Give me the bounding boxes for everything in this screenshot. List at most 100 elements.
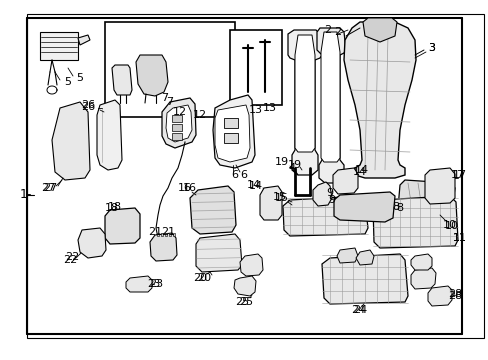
Polygon shape — [165, 105, 192, 142]
Bar — [229, 30, 282, 105]
Polygon shape — [362, 18, 396, 42]
Polygon shape — [372, 196, 457, 248]
Text: 13: 13 — [263, 103, 276, 113]
Text: 28: 28 — [447, 289, 461, 299]
Text: 24: 24 — [350, 305, 365, 315]
Polygon shape — [196, 234, 242, 272]
Polygon shape — [52, 102, 90, 180]
Text: 15: 15 — [272, 192, 286, 202]
Text: 15: 15 — [274, 193, 288, 203]
Polygon shape — [213, 95, 254, 168]
Polygon shape — [260, 186, 282, 220]
Text: 7: 7 — [166, 97, 173, 107]
Text: 28: 28 — [447, 291, 461, 301]
Text: 13: 13 — [248, 105, 263, 115]
Polygon shape — [150, 233, 177, 261]
Text: 16: 16 — [183, 183, 197, 193]
Polygon shape — [215, 105, 249, 162]
Text: 14: 14 — [246, 180, 261, 190]
Polygon shape — [162, 98, 196, 148]
Polygon shape — [126, 276, 152, 292]
Polygon shape — [283, 196, 367, 236]
Bar — [105, 22, 235, 117]
Polygon shape — [332, 168, 357, 194]
Text: 24: 24 — [352, 305, 366, 315]
Text: 11: 11 — [452, 233, 466, 243]
Polygon shape — [397, 180, 454, 218]
Text: 25: 25 — [239, 297, 253, 307]
Text: 20: 20 — [197, 273, 211, 283]
Text: 25: 25 — [234, 297, 248, 307]
Polygon shape — [97, 100, 122, 170]
Bar — [224, 133, 238, 143]
Polygon shape — [424, 168, 454, 204]
Text: 8: 8 — [392, 202, 399, 212]
Text: 6: 6 — [231, 170, 238, 180]
Polygon shape — [333, 192, 394, 222]
Text: 23: 23 — [147, 279, 160, 289]
Polygon shape — [240, 254, 263, 276]
Bar — [161, 233, 163, 236]
Polygon shape — [78, 228, 106, 258]
Text: 19: 19 — [287, 160, 302, 170]
Text: 12: 12 — [173, 107, 187, 117]
Polygon shape — [410, 268, 435, 289]
Text: 5: 5 — [64, 77, 71, 87]
Text: 2: 2 — [334, 27, 341, 37]
Text: 12: 12 — [193, 110, 206, 120]
Text: 16: 16 — [178, 183, 192, 193]
Polygon shape — [343, 22, 415, 178]
Text: 27: 27 — [43, 183, 57, 193]
Text: 18: 18 — [105, 203, 119, 213]
Bar — [224, 118, 238, 128]
Text: 4: 4 — [288, 163, 295, 173]
Polygon shape — [190, 186, 236, 234]
Text: 21: 21 — [148, 227, 162, 237]
Polygon shape — [336, 248, 357, 263]
Text: 7: 7 — [161, 93, 168, 103]
Polygon shape — [320, 32, 339, 162]
Bar — [164, 233, 167, 236]
Polygon shape — [78, 35, 90, 45]
Text: 19: 19 — [274, 157, 288, 167]
Text: 8: 8 — [396, 203, 403, 213]
Text: 26: 26 — [81, 102, 95, 112]
Polygon shape — [136, 55, 168, 96]
Text: 14: 14 — [354, 165, 368, 175]
Polygon shape — [105, 208, 140, 244]
Polygon shape — [410, 254, 431, 270]
Polygon shape — [355, 250, 373, 265]
Text: 20: 20 — [193, 273, 206, 283]
Text: 5: 5 — [76, 73, 83, 83]
Text: 3: 3 — [427, 43, 435, 53]
Polygon shape — [234, 276, 256, 296]
Text: 9: 9 — [326, 188, 333, 198]
Bar — [40, 32, 78, 60]
Text: 22: 22 — [65, 252, 79, 262]
Bar — [172, 133, 182, 140]
Text: 9: 9 — [328, 195, 335, 205]
Polygon shape — [321, 254, 407, 304]
Text: 22: 22 — [63, 255, 77, 265]
Text: 17: 17 — [450, 170, 464, 180]
Polygon shape — [112, 65, 132, 95]
Text: 2: 2 — [324, 25, 331, 35]
Text: 11: 11 — [452, 233, 466, 243]
Text: 17: 17 — [452, 170, 466, 180]
Bar — [172, 124, 182, 131]
Bar — [157, 233, 159, 236]
Text: 6: 6 — [240, 170, 247, 180]
Text: 23: 23 — [149, 279, 163, 289]
Text: 27: 27 — [41, 183, 55, 193]
Bar — [172, 115, 182, 122]
Text: 14: 14 — [352, 167, 366, 177]
Text: 18: 18 — [108, 202, 122, 212]
Polygon shape — [427, 286, 451, 306]
Text: 21: 21 — [161, 227, 175, 237]
Text: 26: 26 — [81, 100, 95, 110]
Text: 14: 14 — [248, 181, 263, 191]
Text: 1-: 1- — [20, 189, 32, 202]
Polygon shape — [287, 30, 321, 175]
Text: 10: 10 — [444, 221, 458, 231]
Polygon shape — [312, 182, 331, 206]
